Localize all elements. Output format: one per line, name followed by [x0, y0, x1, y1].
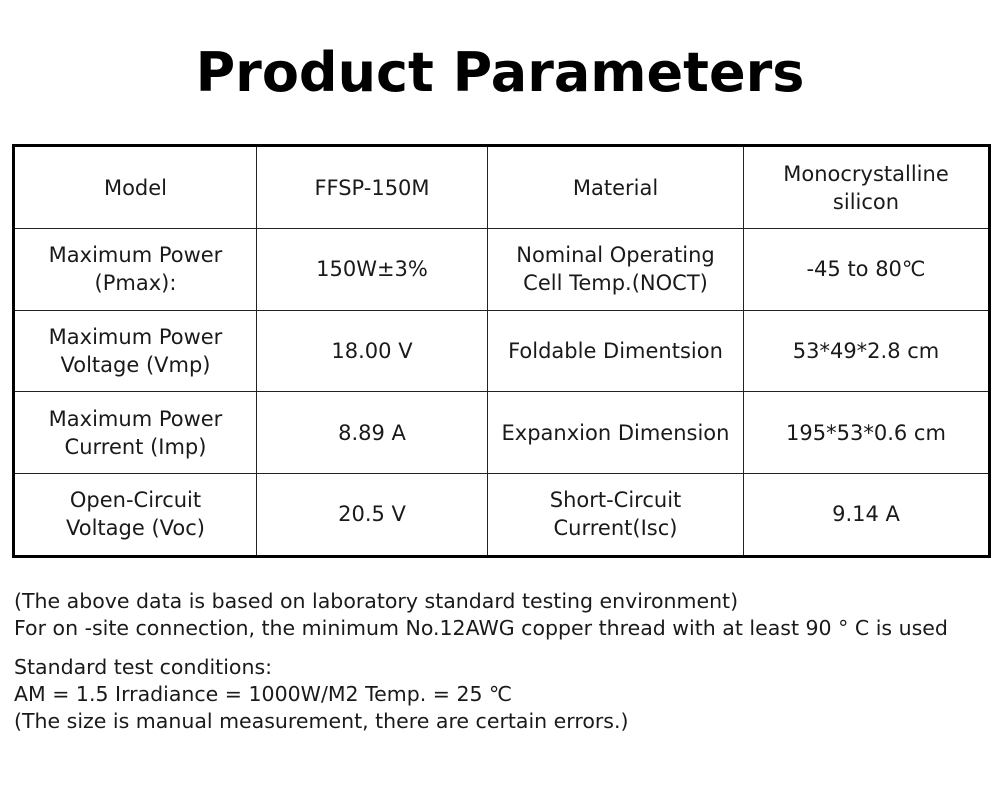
parameter-label: Nominal Operating Cell Temp.(NOCT) [487, 228, 744, 311]
page-title: Product Parameters [195, 41, 805, 104]
note-line: Standard test conditions: [14, 655, 273, 679]
parameter-label: Material [487, 144, 744, 230]
table-row: Open-Circuit Voltage (Voc) 20.5 V Short-… [13, 472, 990, 558]
parameter-value: 195*53*0.6 cm [743, 391, 990, 474]
note-line: (The above data is based on laboratory s… [14, 589, 739, 613]
parameter-label: Maximum Power Current (Imp) [13, 391, 257, 474]
parameter-label: Foldable Dimentsion [487, 309, 744, 393]
parameter-value: 8.89 A [256, 391, 488, 474]
parameter-label: Open-Circuit Voltage (Voc) [13, 472, 257, 558]
parameter-value: Monocrystalline silicon [743, 144, 990, 230]
parameter-value: 18.00 V [256, 309, 488, 393]
parameter-label: Maximum Power (Pmax): [13, 228, 257, 311]
parameter-label: Short-Circuit Current(Isc) [487, 472, 744, 558]
parameter-value: FFSP-150M [256, 144, 488, 230]
parameter-value: 9.14 A [743, 472, 990, 558]
note-line: AM = 1.5 Irradiance = 1000W/M2 Temp. = 2… [14, 682, 513, 706]
parameter-value: -45 to 80℃ [743, 228, 990, 311]
parameter-label: Maximum Power Voltage (Vmp) [13, 309, 257, 393]
notes-section: (The above data is based on laboratory s… [14, 588, 989, 735]
table-row: Model FFSP-150M Material Monocrystalline… [13, 144, 990, 230]
note-line: (The size is manual measurement, there a… [14, 709, 629, 733]
table-row: Maximum Power (Pmax): 150W±3% Nominal Op… [13, 228, 990, 311]
parameter-label: Expanxion Dimension [487, 391, 744, 474]
parameter-label: Model [13, 144, 257, 230]
table-row: Maximum Power Voltage (Vmp) 18.00 V Fold… [13, 309, 990, 393]
parameter-value: 53*49*2.8 cm [743, 309, 990, 393]
parameter-value: 150W±3% [256, 228, 488, 311]
parameters-table: Model FFSP-150M Material Monocrystalline… [12, 144, 991, 558]
note-line: For on -site connection, the minimum No.… [14, 616, 948, 640]
parameter-value: 20.5 V [256, 472, 488, 558]
table-row: Maximum Power Current (Imp) 8.89 A Expan… [13, 391, 990, 474]
